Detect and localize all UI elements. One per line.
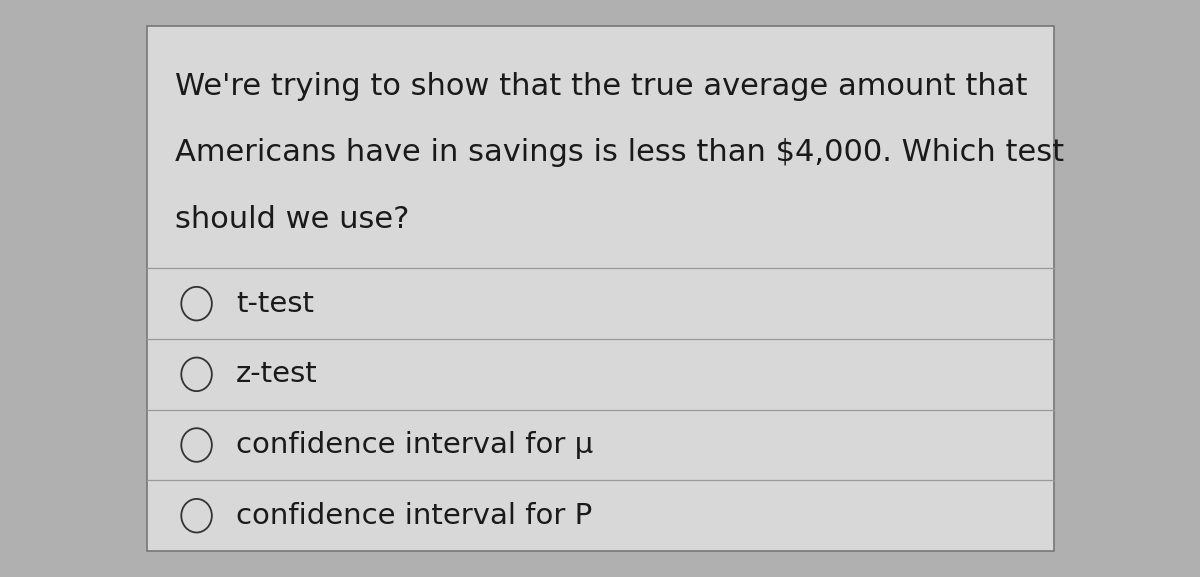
Text: should we use?: should we use? <box>175 205 409 234</box>
Text: confidence interval for μ: confidence interval for μ <box>236 431 593 459</box>
Text: Americans have in savings is less than $4,000. Which test: Americans have in savings is less than $… <box>175 138 1064 167</box>
Text: We're trying to show that the true average amount that: We're trying to show that the true avera… <box>175 72 1027 101</box>
Text: confidence interval for P: confidence interval for P <box>236 501 592 530</box>
Text: z-test: z-test <box>236 360 318 388</box>
Text: t-test: t-test <box>236 290 314 318</box>
FancyBboxPatch shape <box>148 26 1054 551</box>
